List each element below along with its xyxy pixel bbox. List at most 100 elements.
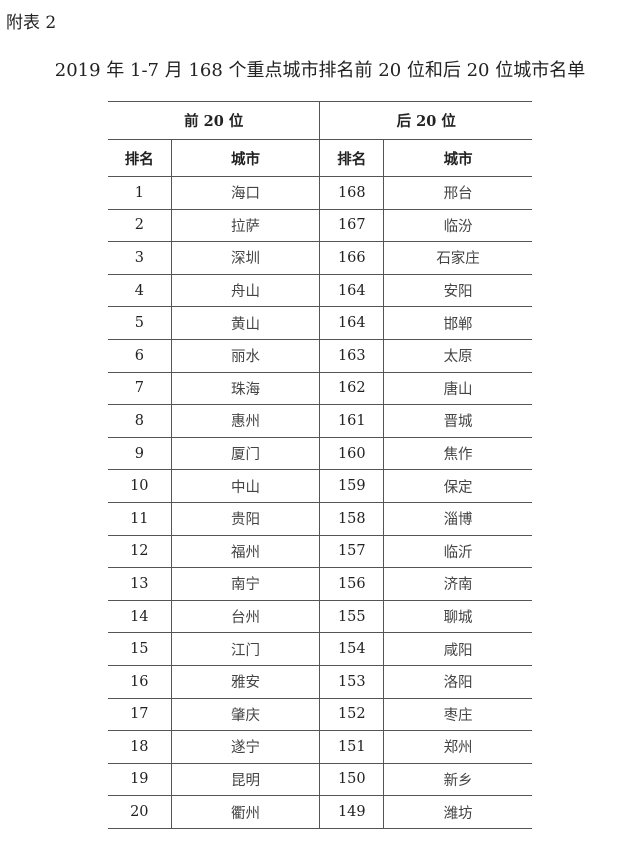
bottom-rank: 149	[319, 795, 385, 829]
bottom-city: 石家庄	[383, 241, 532, 275]
top-city: 舟山	[171, 273, 321, 308]
bottom-rank: 162	[319, 371, 385, 406]
table-row: 1 海口 168 邢台	[108, 176, 532, 210]
column-header-rank: 排名	[319, 139, 385, 177]
bottom-rank: 161	[319, 404, 385, 438]
bottom-rank: 166	[319, 241, 385, 275]
top-rank: 15	[108, 632, 172, 666]
top-rank: 9	[108, 436, 172, 471]
bottom-rank: 168	[319, 176, 385, 210]
bottom-rank: 164	[319, 273, 385, 308]
bottom-city: 邯郸	[383, 306, 532, 340]
bottom-rank: 160	[319, 436, 385, 471]
top-rank: 14	[108, 599, 172, 634]
bottom-rank: 152	[319, 697, 385, 732]
bottom-rank: 156	[319, 567, 385, 601]
group-header-bottom: 后 20 位	[319, 101, 532, 140]
table-row: 17 肇庆 152 枣庄	[108, 697, 532, 732]
bottom-rank: 154	[319, 632, 385, 666]
bottom-city: 新乡	[383, 762, 532, 797]
bottom-rank: 151	[319, 730, 385, 764]
top-city: 昆明	[171, 762, 321, 797]
bottom-city: 保定	[383, 469, 532, 503]
table-row: 19 昆明 150 新乡	[108, 762, 532, 797]
top-rank: 20	[108, 795, 172, 829]
top-city: 台州	[171, 599, 321, 634]
table-row: 18 遂宁 151 郑州	[108, 730, 532, 764]
bottom-city: 临沂	[383, 534, 532, 569]
top-city: 拉萨	[171, 208, 321, 243]
top-city: 遂宁	[171, 730, 321, 764]
bottom-rank: 159	[319, 469, 385, 503]
table-row: 14 台州 155 聊城	[108, 599, 532, 634]
column-header-city: 城市	[171, 139, 321, 177]
bottom-city: 洛阳	[383, 664, 532, 699]
table-row: 8 惠州 161 晋城	[108, 404, 532, 438]
top-rank: 1	[108, 176, 172, 210]
table-row: 6 丽水 163 太原	[108, 338, 532, 373]
table-row: 5 黄山 164 邯郸	[108, 306, 532, 340]
table-row: 16 雅安 153 洛阳	[108, 664, 532, 699]
top-rank: 6	[108, 338, 172, 373]
ranking-table: 前 20 位 后 20 位 排名 城市 排名 城市 1 海口 168 邢台 2 拉萨 167…	[108, 101, 532, 829]
bottom-city: 邢台	[383, 176, 532, 210]
document-title: 2019 年 1-7 月 168 个重点城市排名前 20 位和后 20 位城市名…	[54, 60, 586, 81]
top-city: 海口	[171, 176, 321, 210]
bottom-city: 潍坊	[383, 795, 532, 829]
table-row: 13 南宁 156 济南	[108, 567, 532, 601]
top-rank: 8	[108, 404, 172, 438]
bottom-city: 晋城	[383, 404, 532, 438]
bottom-rank: 158	[319, 501, 385, 536]
top-rank: 11	[108, 501, 172, 536]
group-header-top: 前 20 位	[108, 101, 321, 140]
top-city: 南宁	[171, 567, 321, 601]
table-row: 4 舟山 164 安阳	[108, 273, 532, 308]
table-row: 9 厦门 160 焦作	[108, 436, 532, 471]
bottom-city: 聊城	[383, 599, 532, 634]
bottom-rank: 150	[319, 762, 385, 797]
bottom-rank: 155	[319, 599, 385, 634]
top-rank: 7	[108, 371, 172, 406]
top-city: 雅安	[171, 664, 321, 699]
bottom-rank: 163	[319, 338, 385, 373]
top-rank: 16	[108, 664, 172, 699]
bottom-city: 郑州	[383, 730, 532, 764]
top-city: 黄山	[171, 306, 321, 340]
bottom-city: 淄博	[383, 501, 532, 536]
table-row: 15 江门 154 咸阳	[108, 632, 532, 666]
top-rank: 18	[108, 730, 172, 764]
top-rank: 2	[108, 208, 172, 243]
top-rank: 12	[108, 534, 172, 569]
bottom-city: 咸阳	[383, 632, 532, 666]
top-rank: 13	[108, 567, 172, 601]
top-city: 丽水	[171, 338, 321, 373]
bottom-rank: 164	[319, 306, 385, 340]
bottom-city: 济南	[383, 567, 532, 601]
table-row: 7 珠海 162 唐山	[108, 371, 532, 406]
bottom-rank: 167	[319, 208, 385, 243]
top-city: 贵阳	[171, 501, 321, 536]
top-rank: 4	[108, 273, 172, 308]
table-row: 12 福州 157 临沂	[108, 534, 532, 569]
top-city: 厦门	[171, 436, 321, 471]
table-row: 3 深圳 166 石家庄	[108, 241, 532, 275]
bottom-city: 唐山	[383, 371, 532, 406]
table-row: 11 贵阳 158 淄博	[108, 501, 532, 536]
table-row: 20 衢州 149 潍坊	[108, 795, 532, 829]
bottom-city: 安阳	[383, 273, 532, 308]
bottom-city: 太原	[383, 338, 532, 373]
bottom-rank: 153	[319, 664, 385, 699]
top-rank: 5	[108, 306, 172, 340]
top-city: 深圳	[171, 241, 321, 275]
top-rank: 17	[108, 697, 172, 732]
top-city: 衢州	[171, 795, 321, 829]
top-rank: 19	[108, 762, 172, 797]
appendix-label: 附表 2	[6, 13, 57, 33]
bottom-city: 临汾	[383, 208, 532, 243]
top-rank: 3	[108, 241, 172, 275]
table-row: 10 中山 159 保定	[108, 469, 532, 503]
bottom-city: 枣庄	[383, 697, 532, 732]
bottom-city: 焦作	[383, 436, 532, 471]
bottom-rank: 157	[319, 534, 385, 569]
top-city: 惠州	[171, 404, 321, 438]
